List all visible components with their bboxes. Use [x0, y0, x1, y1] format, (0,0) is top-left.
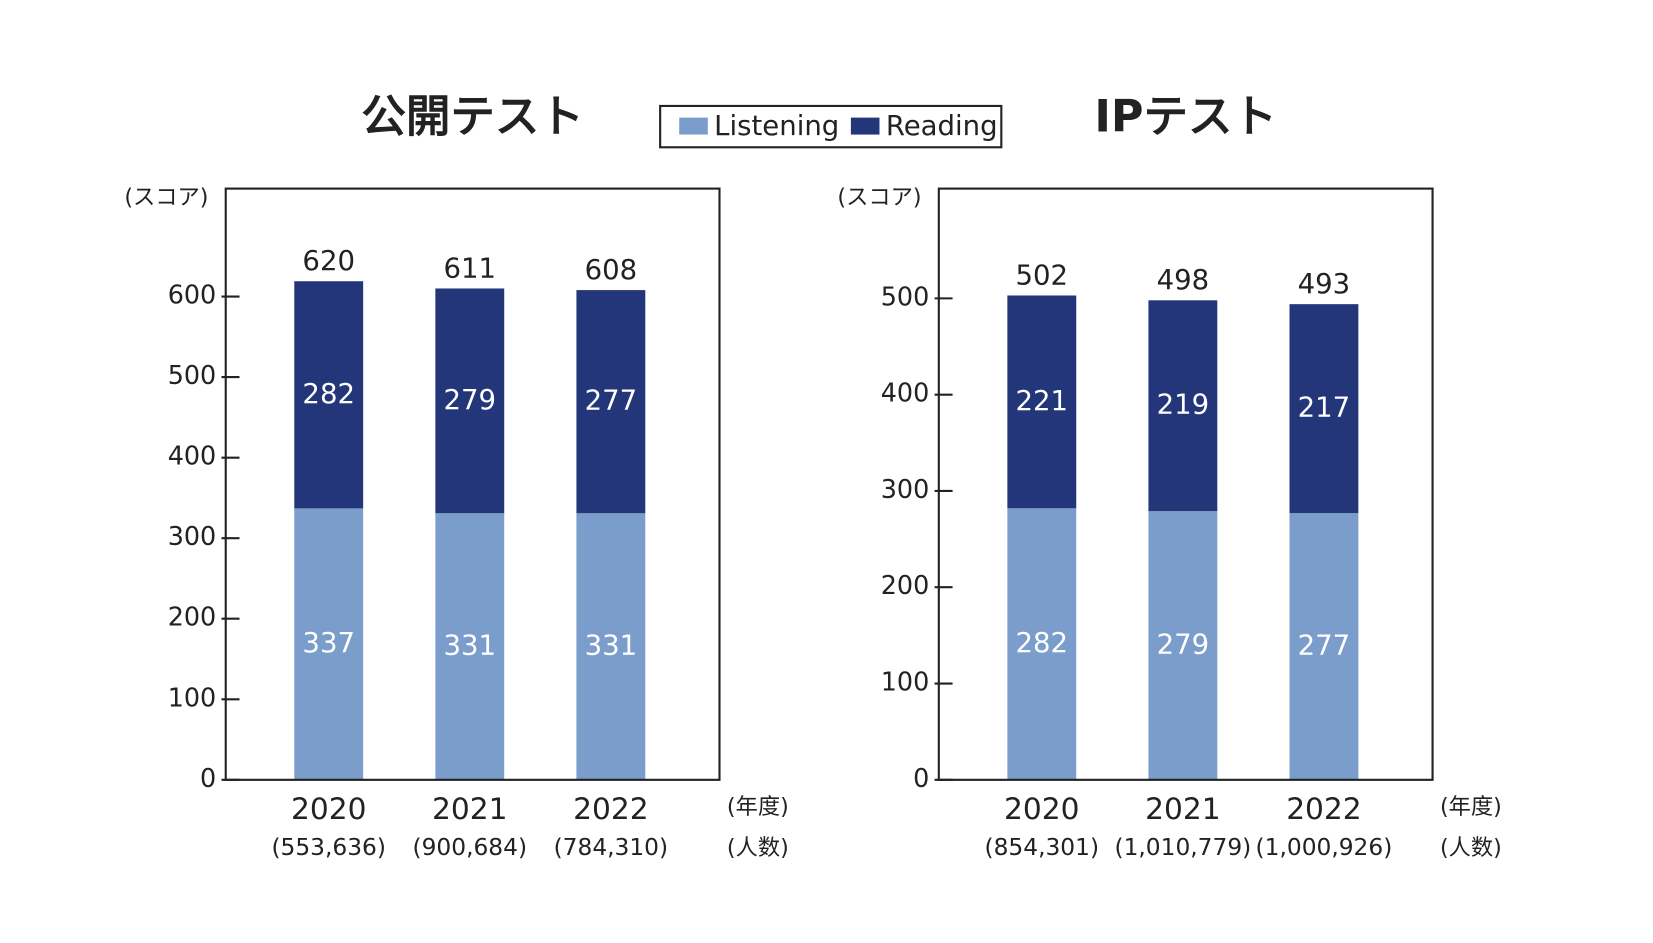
legend-box — [659, 104, 1003, 149]
y-tick-label: 500 — [168, 360, 217, 390]
count-unit-label: (人数) — [1440, 835, 1502, 861]
y-tick-label: 400 — [881, 378, 930, 408]
value-label: 277 — [585, 385, 638, 417]
value-label: 279 — [1157, 629, 1210, 661]
y-axis-label: (スコア) — [124, 185, 208, 211]
count-label: (1,010,779) — [1114, 834, 1251, 861]
y-tick-label: 100 — [168, 682, 217, 712]
x-tick-label: 2021 — [432, 791, 507, 826]
value-label: 331 — [585, 630, 638, 662]
y-tick-label: 0 — [913, 763, 929, 793]
plot-frame — [224, 187, 721, 781]
value-label: 331 — [444, 630, 497, 662]
count-unit-label: (人数) — [727, 835, 789, 861]
y-axis-label: (スコア) — [837, 185, 921, 211]
plot-frame — [937, 187, 1434, 781]
bar-segment — [1148, 300, 1218, 512]
bar-segment — [294, 281, 364, 509]
bar-segment — [1148, 511, 1218, 780]
bar-segment — [1007, 508, 1077, 780]
bar-segment — [435, 513, 505, 780]
total-label: 608 — [585, 254, 638, 286]
value-label: 277 — [1298, 629, 1351, 661]
count-label: (900,684) — [413, 834, 528, 861]
y-tick-label: 300 — [881, 474, 930, 504]
bar-segment — [576, 290, 646, 514]
y-tick-label: 0 — [200, 763, 216, 793]
count-label: (854,301) — [985, 834, 1100, 861]
legend-label: Reading — [886, 110, 998, 142]
total-label: 611 — [444, 252, 497, 284]
value-label: 219 — [1157, 389, 1210, 421]
y-tick-label: 600 — [168, 280, 217, 310]
bar-segment — [435, 288, 505, 514]
x-tick-label: 2021 — [1145, 791, 1220, 826]
total-label: 493 — [1298, 268, 1351, 300]
bar-segment — [1289, 304, 1359, 514]
bar-segment — [1289, 513, 1359, 780]
x-unit-label: (年度) — [727, 794, 789, 820]
total-label: 620 — [302, 245, 355, 277]
total-label: 498 — [1157, 264, 1210, 296]
chart-title: 公開テスト — [361, 92, 584, 143]
bar-segment — [1007, 295, 1077, 509]
x-tick-label: 2022 — [1286, 791, 1361, 826]
y-tick-label: 300 — [168, 521, 217, 551]
x-tick-label: 2022 — [573, 791, 648, 826]
x-unit-label: (年度) — [1440, 794, 1502, 820]
y-tick-label: 200 — [881, 570, 930, 600]
legend-swatch — [850, 117, 880, 135]
total-label: 502 — [1016, 259, 1069, 291]
y-tick-label: 200 — [168, 602, 217, 632]
count-label: (553,636) — [271, 834, 386, 861]
bar-segment — [294, 508, 364, 780]
value-label: 217 — [1298, 392, 1351, 424]
y-tick-label: 500 — [881, 281, 930, 311]
bar-segment — [576, 513, 646, 780]
chart-title: IPテスト — [1094, 92, 1277, 143]
value-label: 279 — [444, 384, 497, 416]
count-label: (1,000,926) — [1256, 834, 1393, 861]
value-label: 221 — [1016, 385, 1069, 417]
value-label: 282 — [1016, 627, 1069, 659]
y-tick-label: 400 — [168, 441, 217, 471]
y-tick-label: 100 — [881, 667, 930, 697]
x-tick-label: 2020 — [1004, 791, 1079, 826]
x-tick-label: 2020 — [291, 791, 366, 826]
value-label: 282 — [302, 378, 355, 410]
value-label: 337 — [302, 627, 355, 659]
count-label: (784,310) — [554, 834, 669, 861]
legend-swatch — [679, 117, 708, 135]
legend-label: Listening — [714, 110, 839, 142]
